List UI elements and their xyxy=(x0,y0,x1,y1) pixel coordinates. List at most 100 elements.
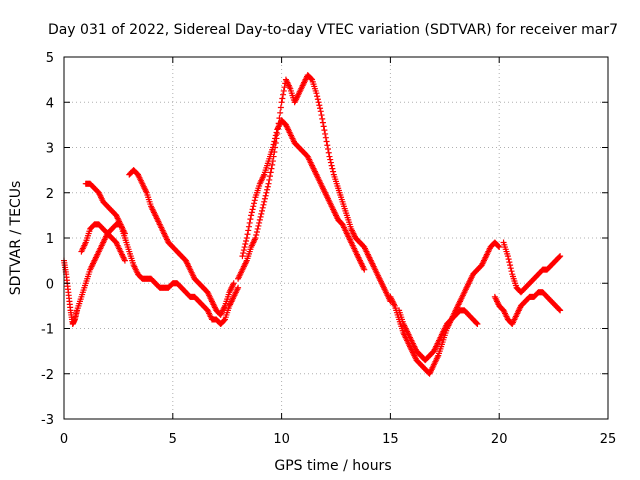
y-tick-label: -1 xyxy=(41,323,54,338)
y-tick-label: -3 xyxy=(41,413,54,428)
data-point xyxy=(278,99,285,106)
data-point xyxy=(121,257,128,264)
data-point xyxy=(245,227,252,234)
data-point xyxy=(557,307,564,314)
data-point xyxy=(556,253,563,260)
data-point xyxy=(230,280,237,287)
data-point xyxy=(280,87,287,94)
data-point xyxy=(240,247,247,254)
data-point xyxy=(325,146,332,153)
data-point xyxy=(277,109,284,116)
x-tick-label: 25 xyxy=(600,432,617,447)
data-point xyxy=(474,320,481,327)
series-track-h xyxy=(396,307,481,364)
data-point xyxy=(319,115,326,122)
data-point xyxy=(272,132,279,139)
y-axis-label: SDTVAR / TECUs xyxy=(8,181,24,296)
data-point xyxy=(507,262,514,269)
y-tick-label: -2 xyxy=(41,368,54,383)
series-track-e xyxy=(235,72,394,305)
data-point xyxy=(505,256,512,263)
data-point xyxy=(323,138,330,145)
data-point xyxy=(271,138,278,145)
data-point xyxy=(121,230,128,237)
data-point xyxy=(273,129,280,136)
axis-ticks: 0 5 10 15 20 25 -3 -2 -1 0 1 2 3 4 5 xyxy=(41,51,616,447)
data-point xyxy=(251,200,258,207)
x-tick-label: 0 xyxy=(60,432,68,447)
data-point xyxy=(327,156,334,163)
data-point xyxy=(240,250,247,257)
data-points xyxy=(61,72,564,377)
x-tick-label: 10 xyxy=(273,432,290,447)
data-point xyxy=(508,268,515,275)
data-point xyxy=(250,203,257,210)
y-tick-label: 4 xyxy=(46,96,54,111)
data-point xyxy=(261,195,268,202)
data-point xyxy=(258,210,265,217)
data-point xyxy=(324,142,331,149)
data-point xyxy=(265,180,272,187)
data-point xyxy=(308,75,315,82)
data-point xyxy=(239,253,246,260)
data-point xyxy=(246,219,253,226)
data-point xyxy=(241,244,248,251)
data-point xyxy=(256,219,263,226)
x-tick-label: 5 xyxy=(169,432,177,447)
y-tick-label: 1 xyxy=(46,232,54,247)
data-point xyxy=(245,223,252,230)
data-point xyxy=(320,123,327,130)
data-point xyxy=(269,161,276,168)
x-axis-label: GPS time / hours xyxy=(274,458,391,474)
data-point xyxy=(268,165,275,172)
series-track-f xyxy=(239,117,368,273)
data-point xyxy=(266,176,273,183)
data-point xyxy=(496,244,503,251)
data-point xyxy=(325,149,332,156)
data-point xyxy=(279,95,286,102)
data-point xyxy=(243,238,250,245)
data-point xyxy=(259,207,266,214)
x-tick-label: 15 xyxy=(382,432,399,447)
data-point xyxy=(495,243,502,250)
data-point xyxy=(262,192,269,199)
data-point xyxy=(242,241,249,248)
data-point xyxy=(318,112,325,119)
data-point xyxy=(313,90,320,97)
data-point xyxy=(556,306,563,313)
data-point xyxy=(507,265,514,272)
data-point xyxy=(253,228,260,235)
data-point xyxy=(252,235,259,241)
data-point xyxy=(316,102,323,109)
series-track-b xyxy=(78,221,128,264)
data-point xyxy=(256,216,263,223)
data-point xyxy=(329,165,336,172)
data-point xyxy=(249,206,256,213)
data-point xyxy=(247,216,254,223)
data-point xyxy=(281,84,288,91)
data-point xyxy=(266,173,273,180)
data-point xyxy=(314,93,321,100)
data-point xyxy=(264,183,271,190)
y-tick-label: 0 xyxy=(46,277,54,292)
series-track-c xyxy=(82,180,128,237)
data-point xyxy=(248,212,255,219)
data-point xyxy=(272,135,279,142)
data-point xyxy=(267,169,274,176)
series-track-d xyxy=(126,167,237,318)
y-tick-label: 2 xyxy=(46,187,54,202)
data-point xyxy=(317,108,324,115)
data-point xyxy=(322,130,329,137)
x-tick-label: 20 xyxy=(491,432,508,447)
data-point xyxy=(327,159,334,166)
data-point xyxy=(263,189,270,196)
data-point xyxy=(235,284,242,291)
data-point xyxy=(321,127,328,134)
data-point xyxy=(254,225,261,232)
chart-title: Day 031 of 2022, Sidereal Day-to-day VTE… xyxy=(48,22,618,38)
data-point xyxy=(504,253,511,260)
data-point xyxy=(361,266,368,273)
data-point xyxy=(280,91,287,98)
data-point xyxy=(260,201,267,208)
